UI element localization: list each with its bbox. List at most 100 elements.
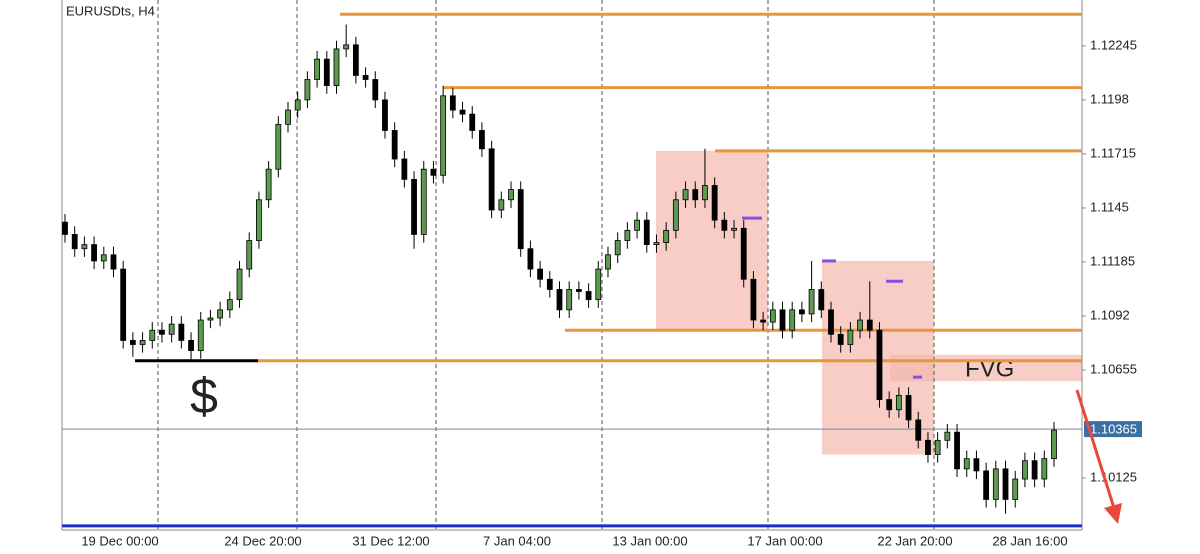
candle-body (895, 395, 902, 411)
y-tick-label: 1.11185 (1090, 253, 1135, 268)
candle-body (653, 242, 660, 246)
x-tick-label: 19 Dec 00:00 (81, 533, 158, 548)
candle-body (527, 248, 534, 270)
candle-body (663, 229, 670, 243)
candle-body (430, 168, 437, 176)
candle-body (789, 309, 796, 331)
candle-body (62, 221, 68, 235)
liquidity-label: $ (190, 368, 218, 424)
candle-body (731, 227, 737, 231)
candle-body (954, 431, 960, 470)
candle-body (236, 268, 243, 301)
y-tick-label: 1.10655 (1090, 361, 1137, 376)
candle-body (352, 44, 359, 76)
candle-body (1041, 458, 1048, 480)
x-tick-label: 22 Jan 20:00 (877, 533, 952, 548)
candle-body (168, 323, 175, 335)
candle-body (120, 268, 127, 341)
candle-body (779, 309, 786, 331)
candle-body (420, 168, 427, 235)
candle-body (1002, 468, 1009, 500)
candle-body (983, 470, 990, 500)
candle-body (139, 340, 146, 345)
candle-body (401, 158, 408, 180)
candle-body (256, 199, 262, 241)
candle-body (517, 189, 524, 250)
candle-body (857, 319, 863, 331)
candle-body (944, 431, 951, 441)
candle-body (828, 309, 834, 335)
candle-body (178, 323, 185, 341)
candle-body (915, 419, 922, 441)
candle-body (692, 189, 699, 201)
candle-body (721, 219, 728, 231)
x-tick-label: 31 Dec 12:00 (352, 533, 429, 548)
candle-body (159, 329, 165, 335)
candle-body (808, 289, 815, 315)
chart-title: EURUSDts, H4 (66, 3, 155, 18)
candle-body (682, 189, 689, 201)
candle-body (197, 319, 204, 352)
candle-body (1022, 460, 1028, 480)
candle-body (314, 58, 320, 80)
candle-body (711, 185, 718, 221)
candle-body (818, 289, 825, 311)
candle-body (575, 289, 582, 292)
candle-body (217, 309, 224, 319)
candle-body (614, 240, 621, 256)
candle-body (294, 99, 301, 111)
last-price-box (1084, 421, 1142, 438)
x-tick-label: 24 Dec 20:00 (224, 533, 301, 548)
y-tick-label: 1.12245 (1090, 37, 1137, 52)
candle-body (149, 329, 156, 341)
candle-body (866, 319, 873, 331)
candle-body (973, 458, 980, 472)
candle-body (343, 44, 350, 50)
order-block-zone (656, 150, 768, 331)
candle-body (440, 95, 447, 176)
candle-body (129, 340, 136, 345)
candle-body (837, 333, 844, 345)
candle-body (391, 130, 398, 160)
candle-body (362, 75, 369, 80)
candle-body (459, 109, 466, 115)
arrow-head (1104, 503, 1122, 524)
candle-body (886, 399, 893, 411)
candle-body (488, 148, 495, 211)
candle-body (595, 268, 602, 301)
candle-body (91, 244, 97, 262)
arrow-shaft (1075, 389, 1116, 509)
candle-body (672, 199, 679, 231)
candle-body (469, 113, 476, 131)
candle-body (556, 289, 563, 311)
candle-body (847, 329, 854, 345)
candle-body (925, 439, 931, 455)
candle-body (81, 244, 88, 250)
candle-body (750, 278, 757, 321)
candle-body (605, 254, 611, 270)
candle-body (702, 185, 708, 201)
x-tick-label: 28 Jan 16:00 (992, 533, 1067, 548)
candle-body (333, 48, 340, 87)
y-tick-label: 1.1145 (1090, 199, 1129, 214)
candle-body (275, 123, 282, 170)
candle-body (498, 199, 505, 211)
candle-body (585, 291, 592, 301)
y-tick-label: 1.1092 (1090, 307, 1130, 322)
candle-body (546, 278, 553, 290)
candle-body (876, 329, 883, 400)
candle-body (246, 240, 253, 270)
candle-body (769, 309, 776, 323)
candle-body (479, 130, 485, 150)
candle-body (537, 268, 544, 280)
candle-body (905, 395, 912, 421)
candle-body (285, 109, 291, 125)
candle-body (110, 254, 117, 270)
candle-body (304, 79, 311, 101)
y-tick-label: 1.1198 (1090, 91, 1129, 106)
candle-body (372, 79, 379, 101)
candle-body (963, 458, 970, 470)
candle-body (323, 58, 330, 87)
candle-body (1051, 429, 1057, 460)
